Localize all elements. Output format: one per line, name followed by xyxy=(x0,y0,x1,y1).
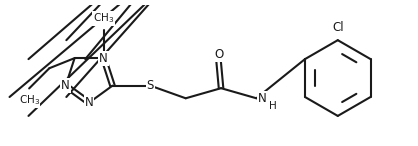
Text: S: S xyxy=(147,79,154,92)
Text: Cl: Cl xyxy=(332,21,344,34)
Text: CH$_3$: CH$_3$ xyxy=(93,12,114,25)
Text: N: N xyxy=(85,96,94,109)
Text: O: O xyxy=(214,48,223,61)
Text: N: N xyxy=(61,79,70,92)
Text: N: N xyxy=(257,92,266,105)
Text: H: H xyxy=(269,101,277,111)
Text: CH$_3$: CH$_3$ xyxy=(18,93,40,107)
Text: N: N xyxy=(99,52,108,65)
